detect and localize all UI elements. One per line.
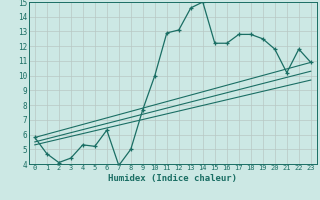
X-axis label: Humidex (Indice chaleur): Humidex (Indice chaleur) bbox=[108, 174, 237, 183]
